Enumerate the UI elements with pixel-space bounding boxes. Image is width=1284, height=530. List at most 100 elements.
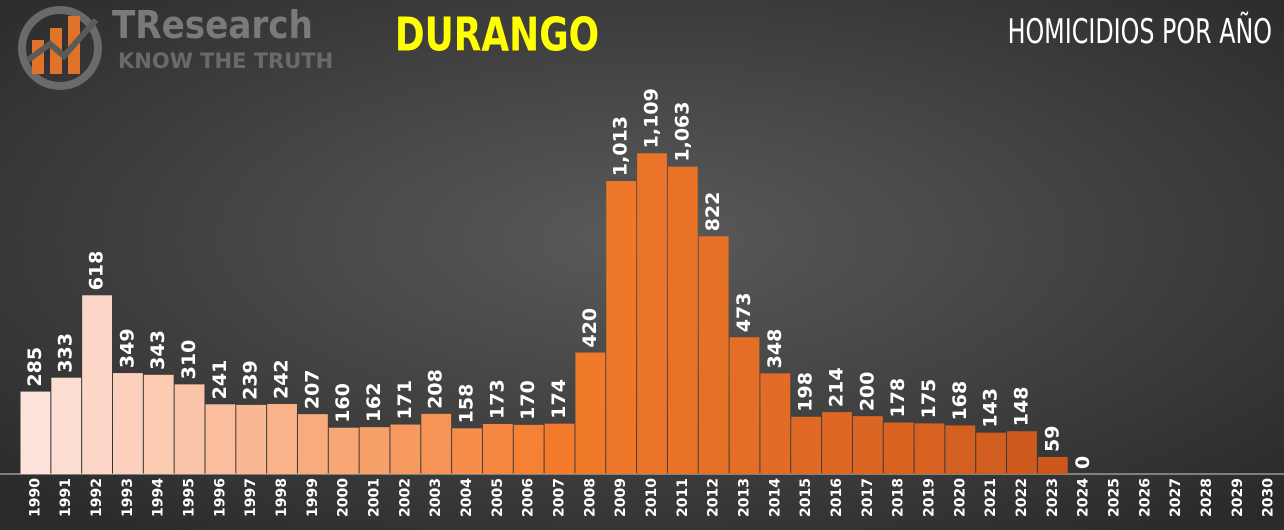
bar bbox=[883, 422, 914, 474]
x-tick-label: 2029 bbox=[1230, 478, 1246, 517]
value-label: 158 bbox=[456, 384, 478, 424]
x-tick-label: 1990 bbox=[27, 478, 43, 517]
value-label: 0 bbox=[1072, 456, 1094, 469]
x-tick-label: 2005 bbox=[490, 478, 506, 517]
x-tick-label: 2002 bbox=[397, 478, 413, 517]
x-tick-label: 2025 bbox=[1106, 478, 1122, 517]
bar bbox=[20, 391, 51, 474]
bar bbox=[390, 424, 421, 474]
x-tick-label: 1994 bbox=[151, 478, 167, 517]
value-label: 168 bbox=[949, 381, 971, 421]
value-label: 214 bbox=[825, 367, 847, 407]
value-label: 173 bbox=[486, 379, 508, 419]
bar bbox=[945, 425, 976, 474]
x-tick-label: 2017 bbox=[860, 478, 876, 517]
x-tick-label: 1993 bbox=[120, 478, 136, 517]
bar bbox=[637, 153, 667, 475]
value-label: 59 bbox=[1041, 425, 1063, 451]
value-label: 822 bbox=[702, 192, 724, 232]
logo: TResearch KNOW THE TRUTH bbox=[18, 2, 333, 90]
bar bbox=[328, 427, 359, 474]
bar bbox=[822, 412, 852, 474]
bar bbox=[852, 416, 883, 474]
value-label: 241 bbox=[209, 360, 231, 400]
value-label: 175 bbox=[918, 379, 940, 419]
value-label: 207 bbox=[301, 369, 323, 409]
value-label: 1,063 bbox=[671, 102, 693, 162]
x-tick-label: 2023 bbox=[1045, 478, 1061, 517]
bar bbox=[791, 416, 822, 474]
x-tick-label: 1997 bbox=[243, 478, 259, 517]
bar bbox=[143, 374, 174, 474]
x-tick-label: 2012 bbox=[706, 478, 722, 517]
value-label: 143 bbox=[980, 388, 1002, 428]
value-label: 618 bbox=[86, 251, 108, 291]
logo-arrow bbox=[26, 18, 99, 63]
x-tick-label: 1995 bbox=[182, 478, 198, 517]
x-tick-label: 2013 bbox=[736, 478, 752, 517]
x-tick-label: 2028 bbox=[1199, 478, 1215, 517]
bar bbox=[174, 384, 205, 474]
chart-title: DURANGO bbox=[395, 8, 599, 62]
x-tick-label: 2027 bbox=[1168, 478, 1184, 517]
x-tick-label: 2018 bbox=[891, 478, 907, 517]
bar bbox=[698, 236, 729, 474]
bar bbox=[976, 432, 1007, 474]
bar bbox=[575, 352, 606, 474]
value-label: 473 bbox=[733, 293, 755, 333]
bar bbox=[1007, 431, 1037, 474]
bar bbox=[914, 423, 945, 474]
value-label: 174 bbox=[548, 379, 570, 419]
x-tick-label: 1991 bbox=[58, 478, 74, 517]
value-label: 310 bbox=[178, 340, 200, 380]
x-tick-label: 2001 bbox=[367, 478, 383, 517]
x-tick-label: 2016 bbox=[829, 478, 845, 517]
bar bbox=[544, 423, 575, 474]
x-tick-label: 2021 bbox=[983, 478, 999, 517]
bar bbox=[760, 373, 791, 474]
x-tick-label: 2030 bbox=[1261, 478, 1277, 517]
x-tick-label: 2020 bbox=[952, 478, 968, 517]
bar bbox=[236, 404, 267, 474]
value-label: 171 bbox=[394, 380, 416, 420]
value-label: 160 bbox=[332, 383, 354, 423]
value-label: 1,013 bbox=[610, 116, 632, 176]
bar bbox=[297, 414, 328, 474]
x-tick-label: 2014 bbox=[767, 478, 783, 517]
x-tick-label: 2007 bbox=[552, 478, 568, 517]
x-tick-label: 1992 bbox=[89, 478, 105, 517]
bar bbox=[267, 404, 297, 474]
logo-name: TResearch bbox=[112, 2, 313, 47]
value-label: 178 bbox=[887, 378, 909, 418]
x-tick-label: 2000 bbox=[336, 478, 352, 517]
value-label: 200 bbox=[856, 371, 878, 411]
bar bbox=[482, 423, 513, 474]
value-label: 242 bbox=[271, 359, 293, 399]
bar bbox=[421, 413, 452, 474]
x-tick-label: 1996 bbox=[212, 478, 228, 517]
x-tick-label: 2010 bbox=[644, 478, 660, 517]
value-label: 198 bbox=[795, 372, 817, 412]
value-label: 343 bbox=[147, 330, 169, 370]
x-tick-label: 2026 bbox=[1137, 478, 1153, 517]
bar bbox=[452, 428, 482, 474]
value-label: 148 bbox=[1010, 387, 1032, 427]
value-label: 349 bbox=[116, 328, 138, 368]
value-label: 333 bbox=[55, 333, 77, 373]
x-tick-label: 2009 bbox=[613, 478, 629, 517]
x-tick-label: 2019 bbox=[921, 478, 937, 517]
bar bbox=[51, 377, 82, 474]
bar bbox=[667, 166, 698, 474]
logo-tagline: KNOW THE TRUTH bbox=[118, 49, 333, 73]
bar bbox=[729, 337, 760, 474]
value-label: 1,109 bbox=[641, 88, 663, 148]
bar bbox=[1037, 456, 1068, 474]
x-tick-label: 2008 bbox=[582, 478, 598, 517]
bar bbox=[606, 181, 637, 475]
logo-ring bbox=[18, 6, 102, 90]
x-tick-label: 2024 bbox=[1076, 478, 1092, 517]
x-tick-label: 2004 bbox=[459, 478, 475, 517]
value-label: 285 bbox=[24, 347, 46, 387]
